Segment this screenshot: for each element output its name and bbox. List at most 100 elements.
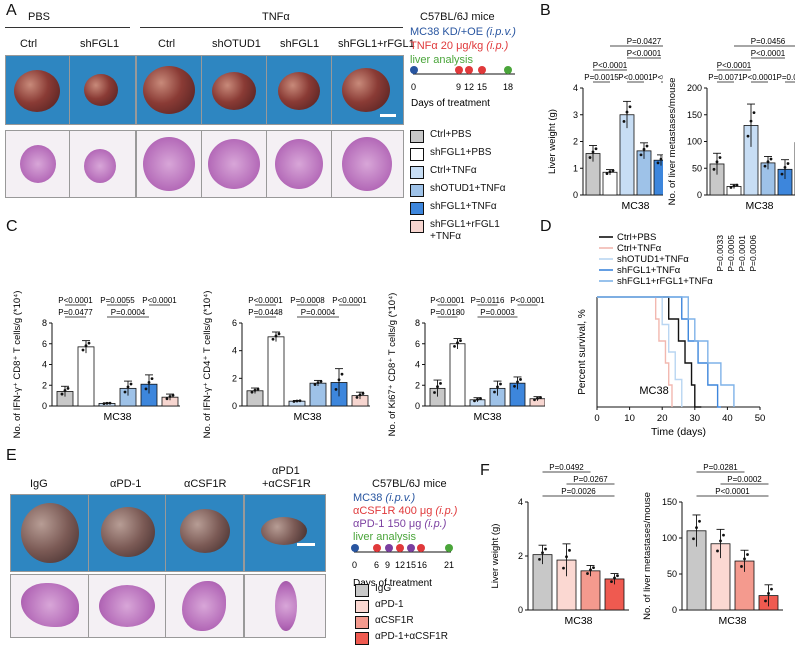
data-point [616, 574, 619, 577]
legend-label: IgG [375, 583, 391, 594]
bar [78, 347, 94, 406]
p-value-label: P=0.0267 [573, 475, 608, 484]
y-axis-label: Liver weight (g) [490, 524, 501, 589]
pbs-label: PBS [28, 11, 50, 23]
treatment-line: TNFα 20 μg/kg (i.p.) [410, 40, 508, 52]
data-point [172, 394, 175, 397]
legend-swatch [410, 202, 424, 215]
data-point [609, 170, 612, 173]
bar [654, 160, 663, 195]
x-axis-label: MC38 [103, 411, 131, 423]
x-axis-label: MC38 [473, 411, 501, 423]
histology-section [331, 130, 404, 198]
x-axis-label: Time (days) [651, 426, 706, 438]
data-point [476, 398, 479, 401]
data-point [643, 148, 646, 151]
liver-photo [266, 55, 332, 125]
p-value-label: P=0.0071 [708, 73, 743, 82]
p-value-label: P=0.0492 [549, 463, 584, 472]
legend-label: shFGL1+PBS [430, 147, 491, 158]
y-tick-label: 0 [42, 401, 47, 411]
data-point [787, 162, 790, 165]
data-point [254, 389, 257, 392]
y-tick-label: 0 [573, 190, 578, 200]
data-point [719, 156, 722, 159]
legend-swatch [410, 166, 424, 179]
data-point [719, 539, 722, 542]
p-value-label: P=0.0456 [751, 37, 786, 46]
data-point [736, 184, 739, 187]
data-point [589, 156, 592, 159]
data-point [148, 381, 151, 384]
histology-section [136, 130, 202, 198]
data-point [541, 551, 544, 554]
p-value-label: P=0.0004 [111, 308, 146, 317]
y-tick-label: 4 [232, 346, 237, 356]
liver-photo [5, 55, 70, 125]
liver-photo [69, 55, 136, 125]
p-value-label: P<0.0001 [751, 49, 786, 58]
legend-label: shFGL1+rFGL1+TNFα [617, 276, 713, 287]
chart-annotation: MC38 [639, 385, 668, 397]
liver-photo [201, 55, 267, 125]
bar [450, 344, 465, 406]
data-point [657, 162, 660, 165]
tnf-label: TNFα [262, 11, 290, 23]
y-tick-label: 2 [573, 137, 578, 147]
data-point [781, 173, 784, 176]
y-tick-label: 0 [672, 605, 677, 615]
legend-label: shOTUD1+TNFα [617, 254, 689, 265]
p-value-label: P<0.0001 [717, 61, 752, 70]
data-point [613, 576, 616, 579]
data-point [359, 394, 362, 397]
x-tick-label: 10 [624, 413, 635, 424]
data-point [770, 588, 773, 591]
y-tick-label: 150 [687, 110, 702, 120]
legend-label: αPD-1+αCSF1R [375, 631, 448, 642]
x-axis-label: MC38 [564, 615, 592, 627]
p-value-label: P<0.0001 [142, 296, 177, 305]
data-point [278, 333, 281, 336]
liver-photo [331, 55, 404, 125]
timeline-tick: 9 [385, 560, 390, 570]
y-tick-label: 50 [667, 569, 677, 579]
data-point [64, 389, 67, 392]
p-value-label: P<0.0001 [430, 296, 465, 305]
data-point [459, 339, 462, 342]
timeline-tick: 12 [464, 82, 474, 92]
timeline-tick: 0 [352, 560, 357, 570]
legend-label: Ctrl+PBS [430, 129, 471, 140]
y-tick-label: 6 [42, 339, 47, 349]
bar [603, 172, 617, 195]
scale-bar [380, 114, 396, 117]
mouse-strain: C57BL/6J mice [420, 11, 495, 23]
data-point [692, 537, 695, 540]
p-value-label: P<0.0001 [618, 73, 653, 82]
legend-swatch [355, 600, 369, 613]
y-tick-label: 2 [42, 380, 47, 390]
data-point [698, 520, 701, 523]
group-label: shFGL1+rFGL1 [338, 38, 415, 50]
p-value-label: P=0.0001 [737, 235, 747, 272]
y-axis-label: Liver weight (g) [547, 109, 558, 174]
timeline-tick: 18 [503, 82, 513, 92]
p-value-label: P=0.0033 [715, 235, 725, 272]
group-label: IgG [30, 478, 48, 490]
timeline-tick: 15 [406, 560, 416, 570]
tnf-bracket [140, 27, 403, 28]
legend-swatch [355, 632, 369, 645]
legend-swatch [410, 148, 424, 161]
data-point [716, 550, 719, 553]
x-tick-label: 0 [594, 413, 599, 424]
p-value-label: P=0.0281 [703, 463, 738, 472]
data-point [623, 120, 626, 123]
p-value-label: P=0.0005 [726, 235, 736, 272]
x-axis-label: MC38 [745, 200, 773, 212]
data-point [565, 555, 568, 558]
y-axis-label: No. of Ki67⁺ CD8⁺ T cells/g (*10⁴) [387, 293, 398, 437]
data-point [436, 385, 439, 388]
data-point [433, 391, 436, 394]
y-axis-label: No. of IFN-γ⁺ CD8⁺ T cells/g (*10⁴) [12, 291, 23, 439]
